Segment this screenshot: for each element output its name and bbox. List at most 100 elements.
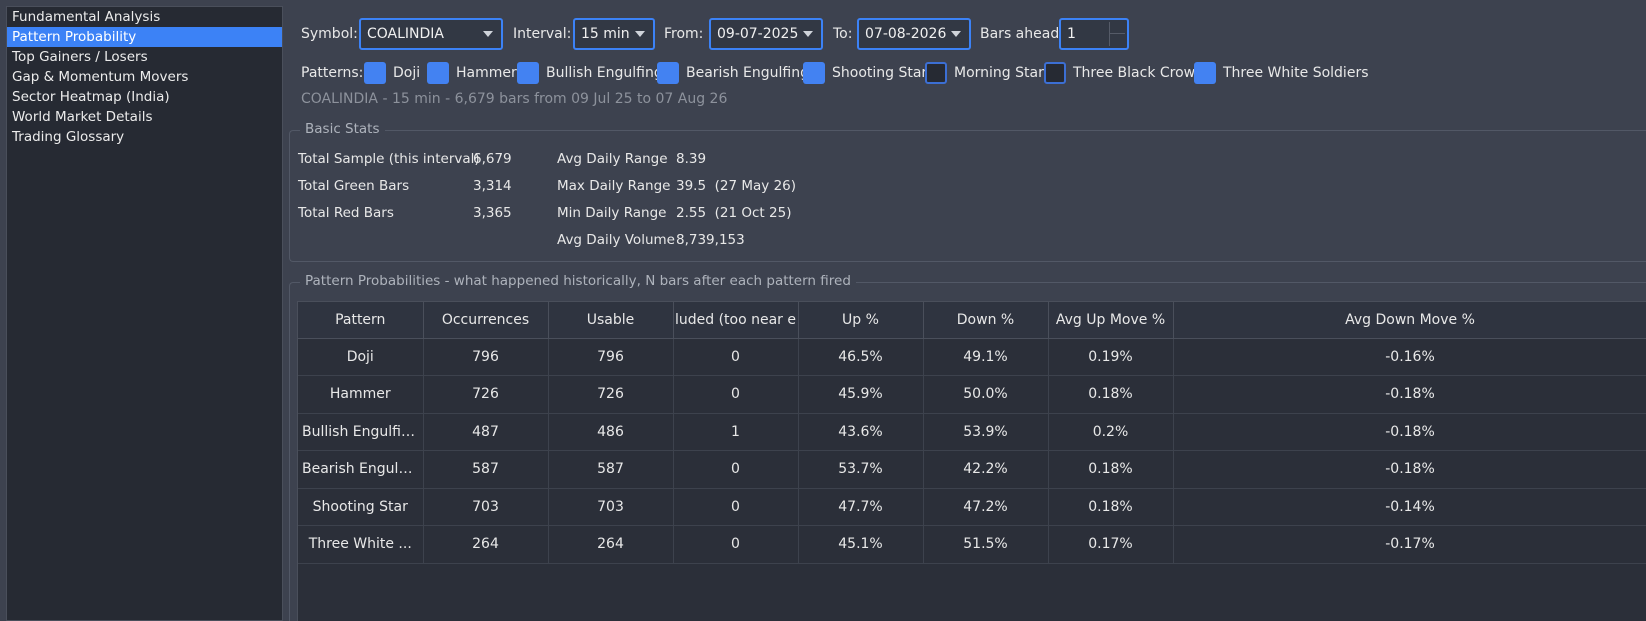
morning-star-checkbox[interactable] (925, 62, 947, 84)
avg-daily-volume-label: Avg Daily Volume (557, 232, 675, 248)
spin-buttons[interactable] (1109, 22, 1125, 46)
interval-combobox[interactable]: 15 min (573, 18, 655, 50)
to-label: To: (833, 26, 853, 42)
patterns-label: Patterns: (301, 65, 364, 81)
cell-avg-down-move: -0.18% (1173, 450, 1646, 489)
cell-avg-down-move: -0.17% (1173, 525, 1646, 564)
cell-avg-up-move: 0.17% (1048, 525, 1174, 564)
table-row[interactable]: Three White ... 264 264 0 45.1% 51.5% 0.… (298, 525, 1646, 564)
toolbar: Symbol: COALINDIA Interval: 15 min From:… (301, 17, 1646, 51)
hammer-checkbox-label[interactable]: Hammer (456, 65, 517, 81)
total-sample-value: 6,679 (473, 151, 512, 167)
column-header-usable[interactable]: Usable (548, 302, 674, 339)
cell-avg-down-move: -0.18% (1173, 413, 1646, 451)
red-bars-label: Total Red Bars (298, 205, 394, 221)
summary-text: COALINDIA - 15 min - 6,679 bars from 09 … (301, 91, 728, 107)
avg-daily-range-value: 8.39 (676, 151, 707, 167)
chevron-down-icon (951, 31, 961, 37)
from-label: From: (664, 26, 704, 42)
symbol-combobox[interactable]: COALINDIA (359, 18, 503, 50)
cell-avg-up-move: 0.18% (1048, 450, 1174, 489)
cell-pattern: Shooting Star (298, 488, 424, 526)
max-daily-range-label: Max Daily Range (557, 178, 671, 194)
cell-occurrences: 726 (423, 375, 549, 414)
cell-excluded: 0 (673, 450, 799, 489)
main-panel: Symbol: COALINDIA Interval: 15 min From:… (283, 0, 1646, 621)
doji-checkbox[interactable] (364, 62, 386, 84)
table-row[interactable]: Bullish Engulfing 487 486 1 43.6% 53.9% … (298, 413, 1646, 451)
cell-up-pct: 53.7% (798, 450, 924, 489)
table-row[interactable]: Bearish Engulfing 587 587 0 53.7% 42.2% … (298, 450, 1646, 489)
sidebar-item-trading-glossary[interactable]: Trading Glossary (12, 129, 125, 145)
symbol-label: Symbol: (301, 26, 358, 42)
hammer-checkbox[interactable] (427, 62, 449, 84)
cell-up-pct: 47.7% (798, 488, 924, 526)
max-daily-range-value: 39.5 (27 May 26) (676, 178, 797, 194)
cell-excluded: 0 (673, 338, 799, 376)
shooting-star-checkbox[interactable] (803, 62, 825, 84)
cell-down-pct: 42.2% (923, 450, 1049, 489)
cell-avg-down-move: -0.14% (1173, 488, 1646, 526)
three-black-crows-checkbox-label[interactable]: Three Black Crows (1073, 65, 1203, 81)
sidebar-item-pattern-probability[interactable]: Pattern Probability (7, 27, 282, 47)
three-white-soldiers-checkbox-label[interactable]: Three White Soldiers (1223, 65, 1369, 81)
cell-occurrences: 796 (423, 338, 549, 376)
three-black-crows-checkbox[interactable] (1044, 62, 1066, 84)
cell-excluded: 1 (673, 413, 799, 451)
sidebar-item-sector-heatmap[interactable]: Sector Heatmap (India) (12, 89, 170, 105)
table-row[interactable]: Shooting Star 703 703 0 47.7% 47.2% 0.18… (298, 488, 1646, 526)
table-row[interactable]: Hammer 726 726 0 45.9% 50.0% 0.18% -0.18… (298, 375, 1646, 414)
morning-star-checkbox-label[interactable]: Morning Star (954, 65, 1044, 81)
table-row[interactable]: Doji 796 796 0 46.5% 49.1% 0.19% -0.16% (298, 338, 1646, 376)
cell-down-pct: 49.1% (923, 338, 1049, 376)
cell-pattern: Bullish Engulfing (298, 413, 424, 451)
column-header-excluded[interactable]: luded (too near e (673, 302, 799, 339)
sidebar-item-fundamental-analysis[interactable]: Fundamental Analysis (12, 9, 161, 25)
bearish-engulfing-checkbox-label[interactable]: Bearish Engulfing (686, 65, 810, 81)
pattern-probabilities-title: Pattern Probabilities - what happened hi… (300, 273, 856, 289)
pattern-probabilities-group: Pattern Probabilities - what happened hi… (289, 273, 1646, 621)
sidebar-item-gap-momentum-movers[interactable]: Gap & Momentum Movers (12, 69, 189, 85)
cell-pattern: Hammer (298, 375, 424, 414)
cell-up-pct: 43.6% (798, 413, 924, 451)
cell-usable: 726 (548, 375, 674, 414)
bars-ahead-spinbox[interactable]: 1 (1059, 18, 1129, 50)
sidebar-item-top-gainers-losers[interactable]: Top Gainers / Losers (12, 49, 148, 65)
chevron-down-icon (483, 31, 493, 37)
column-header-pattern[interactable]: Pattern (298, 302, 424, 339)
sidebar-item-world-market-details[interactable]: World Market Details (12, 109, 153, 125)
probabilities-table[interactable]: Pattern Occurrences Usable luded (too ne… (297, 301, 1646, 621)
avg-daily-range-label: Avg Daily Range (557, 151, 668, 167)
cell-avg-up-move: 0.18% (1048, 488, 1174, 526)
to-date-picker[interactable]: 07-08-2026 (857, 18, 971, 50)
column-header-up-pct[interactable]: Up % (798, 302, 924, 339)
bullish-engulfing-checkbox-label[interactable]: Bullish Engulfing (546, 65, 663, 81)
chevron-down-icon (635, 31, 645, 37)
cell-pattern: Bearish Engulfing (298, 450, 424, 489)
cell-occurrences: 703 (423, 488, 549, 526)
column-header-down-pct[interactable]: Down % (923, 302, 1049, 339)
cell-down-pct: 47.2% (923, 488, 1049, 526)
cell-usable: 264 (548, 525, 674, 564)
cell-avg-down-move: -0.18% (1173, 375, 1646, 414)
basic-stats-title: Basic Stats (300, 121, 385, 137)
cell-up-pct: 46.5% (798, 338, 924, 376)
doji-checkbox-label[interactable]: Doji (393, 65, 421, 81)
interval-value: 15 min (581, 26, 630, 42)
min-daily-range-value: 2.55 (21 Oct 25) (676, 205, 792, 221)
column-header-occurrences[interactable]: Occurrences (423, 302, 549, 339)
from-date-picker[interactable]: 09-07-2025 (709, 18, 823, 50)
bullish-engulfing-checkbox[interactable] (517, 62, 539, 84)
shooting-star-checkbox-label[interactable]: Shooting Star (832, 65, 928, 81)
red-bars-value: 3,365 (473, 205, 512, 221)
bearish-engulfing-checkbox[interactable] (657, 62, 679, 84)
three-white-soldiers-checkbox[interactable] (1194, 62, 1216, 84)
column-header-avg-up-move[interactable]: Avg Up Move % (1048, 302, 1174, 339)
column-header-avg-down-move[interactable]: Avg Down Move % (1173, 302, 1646, 339)
sidebar-nav: Fundamental Analysis Pattern Probability… (6, 6, 283, 621)
cell-excluded: 0 (673, 525, 799, 564)
cell-pattern: Three White ... (298, 525, 424, 564)
bars-ahead-label: Bars ahead: (980, 26, 1064, 42)
cell-usable: 796 (548, 338, 674, 376)
cell-avg-up-move: 0.19% (1048, 338, 1174, 376)
